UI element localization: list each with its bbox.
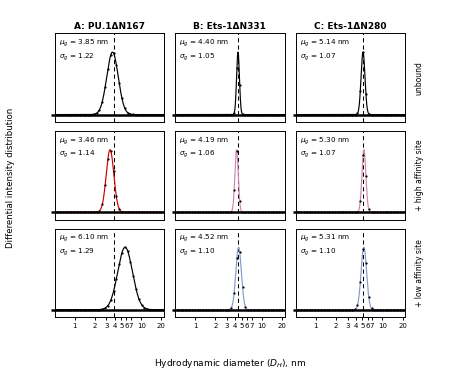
Text: + high affinity site: + high affinity site <box>415 139 424 211</box>
Text: $\mu_g$ = 5.30 nm: $\mu_g$ = 5.30 nm <box>300 135 350 147</box>
Title: C: Ets-1ΔN280: C: Ets-1ΔN280 <box>314 22 387 31</box>
Text: $\mu_g$ = 5.14 nm: $\mu_g$ = 5.14 nm <box>300 38 350 49</box>
Title: A: PU.1ΔN167: A: PU.1ΔN167 <box>74 22 145 31</box>
Text: $\sigma_g$ = 1.14: $\sigma_g$ = 1.14 <box>59 149 95 160</box>
Text: Hydrodynamic diameter ($D_H$), nm: Hydrodynamic diameter ($D_H$), nm <box>154 357 306 370</box>
Text: + low affinity site: + low affinity site <box>415 239 424 307</box>
Text: $\sigma_g$ = 1.29: $\sigma_g$ = 1.29 <box>59 246 95 258</box>
Text: $\sigma_g$ = 1.07: $\sigma_g$ = 1.07 <box>300 51 336 63</box>
Title: B: Ets-1ΔN331: B: Ets-1ΔN331 <box>193 22 266 31</box>
Text: $\mu_g$ = 4.40 nm: $\mu_g$ = 4.40 nm <box>180 38 230 49</box>
Text: $\sigma_g$ = 1.07: $\sigma_g$ = 1.07 <box>300 149 336 160</box>
Text: $\sigma_g$ = 1.22: $\sigma_g$ = 1.22 <box>59 51 95 63</box>
Text: $\sigma_g$ = 1.10: $\sigma_g$ = 1.10 <box>300 246 337 258</box>
Text: $\mu_g$ = 3.85 nm: $\mu_g$ = 3.85 nm <box>59 38 109 49</box>
Text: unbound: unbound <box>415 61 424 95</box>
Text: $\sigma_g$ = 1.05: $\sigma_g$ = 1.05 <box>180 51 216 63</box>
Text: $\mu_g$ = 5.31 nm: $\mu_g$ = 5.31 nm <box>300 233 350 244</box>
Text: $\mu_g$ = 3.46 nm: $\mu_g$ = 3.46 nm <box>59 135 109 147</box>
Text: $\sigma_g$ = 1.06: $\sigma_g$ = 1.06 <box>180 149 216 160</box>
Text: $\mu_g$ = 4.19 nm: $\mu_g$ = 4.19 nm <box>180 135 230 147</box>
Text: $\mu_g$ = 6.10 nm: $\mu_g$ = 6.10 nm <box>59 233 109 244</box>
Text: $\mu_g$ = 4.52 nm: $\mu_g$ = 4.52 nm <box>180 233 230 244</box>
Text: $\sigma_g$ = 1.10: $\sigma_g$ = 1.10 <box>180 246 216 258</box>
Text: Differential intensity distribution: Differential intensity distribution <box>6 108 15 248</box>
